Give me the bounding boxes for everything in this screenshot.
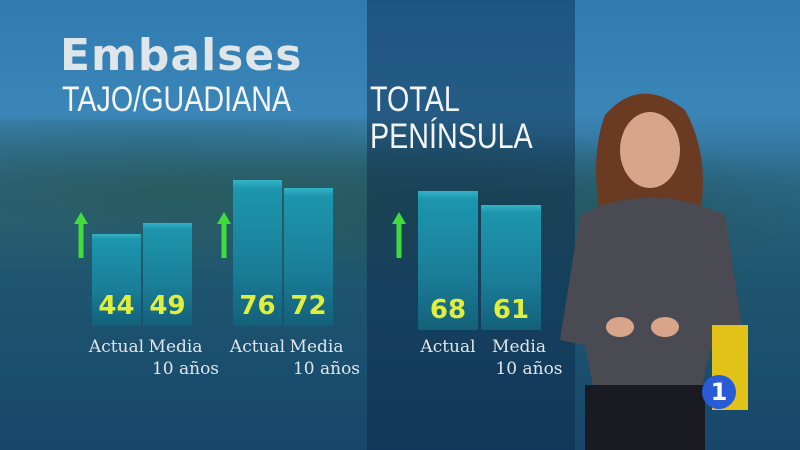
media-text: Media [492,337,546,357]
value-label: 61 [492,295,530,325]
label-actual: Actual [403,336,493,358]
bar-1-actual [233,180,282,326]
bar-0-actual [92,233,141,326]
label-media-10-anos: Media 10 años [272,336,361,380]
years-text: 10 años [151,359,220,379]
trend-up-arrow-icon [74,212,88,258]
bar-0-media [143,223,192,326]
years-text: 10 años [495,359,563,379]
label-media-10-anos: Media 10 años [131,336,220,380]
bar-1-media [284,187,333,326]
value-label: 44 [98,291,135,321]
value-label: 49 [149,291,186,321]
subtitle-peninsula: PENÍNSULA [370,117,533,156]
trend-up-arrow-icon [392,212,406,258]
media-text: Media [148,337,203,357]
label-actual: Actual [218,336,297,358]
label-media-10-anos: Media 10 años [469,336,569,380]
years-text: 10 años [292,359,361,379]
subtitle-total: TOTAL [370,80,460,119]
value-label: 68 [429,295,467,325]
page-title: Embalses [60,30,303,81]
value-label: 76 [239,291,276,321]
channel-logo: 1 [702,375,736,409]
actual-text: Actual [229,337,286,357]
value-label: 72 [290,291,327,321]
trend-up-arrow-icon [217,212,231,258]
bar-2-actual [418,190,478,330]
label-actual: Actual [77,336,156,358]
actual-text: Actual [420,337,476,357]
presenter [560,93,745,450]
actual-text: Actual [88,337,145,357]
subtitle-tajo-guadiana: TAJO/GUADIANA [62,80,292,119]
media-text: Media [289,337,344,357]
bar-2-media [481,204,541,330]
